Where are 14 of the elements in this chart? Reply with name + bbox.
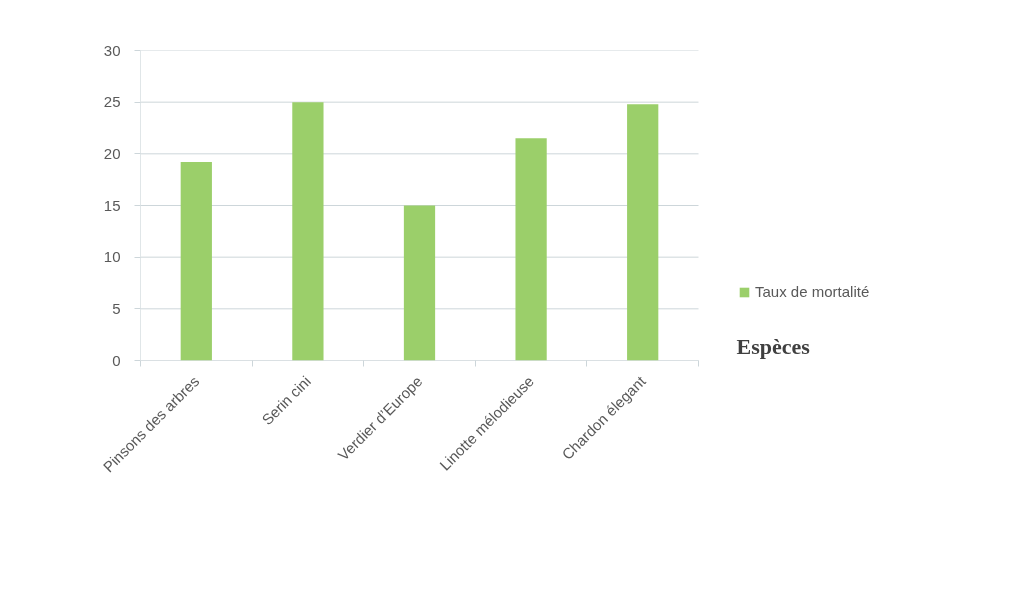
y-tick-label: 5 (112, 299, 121, 317)
y-tick-label: 15 (103, 196, 121, 214)
y-tick-label: 10 (103, 248, 121, 266)
bar (292, 102, 324, 361)
y-tick-label: 25 (103, 93, 121, 111)
bar (627, 104, 659, 361)
bar (515, 138, 547, 361)
y-tick-label: 0 (112, 351, 121, 369)
y-tick-label: 30 (103, 41, 121, 59)
bar (180, 162, 212, 361)
y-tick-label: 20 (103, 144, 121, 162)
legend-label: Taux de mortalité (755, 283, 870, 300)
bar (403, 205, 436, 361)
x-axis-title: Espèces (736, 333, 811, 359)
